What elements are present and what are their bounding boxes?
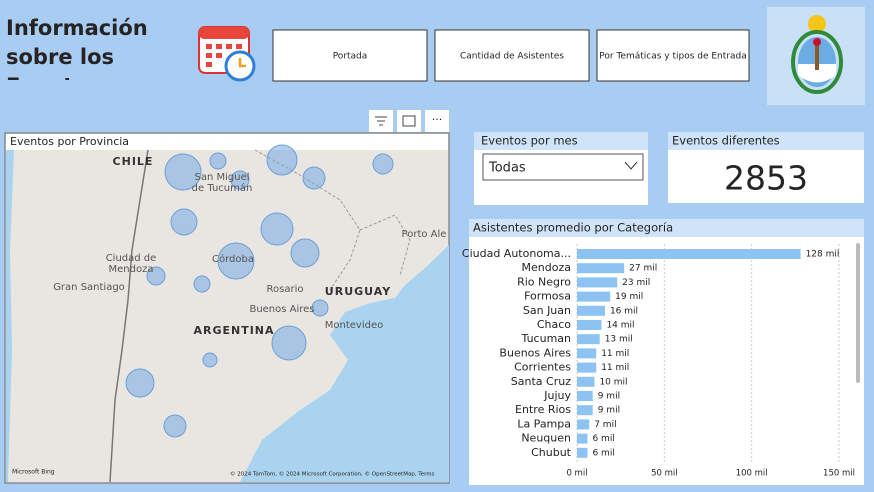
data-label: 6 mil [592, 448, 614, 458]
map-label: Ciudad de [106, 253, 157, 264]
bar [577, 348, 597, 359]
y-tick-label: Formosa [524, 290, 571, 303]
y-tick-label: Buenos Aires [499, 346, 571, 359]
y-tick-label: Entre Rios [515, 403, 571, 416]
bar [577, 320, 602, 330]
data-label: 11 mil [601, 349, 629, 359]
x-tick-label: 0 mil [566, 469, 587, 479]
card: Eventos diferentes 2853 [668, 132, 864, 203]
more-button[interactable] [425, 110, 449, 132]
data-label: 19 mil [615, 292, 643, 302]
nav-label[interactable]: Por Temáticas y tipos de Entrada [599, 52, 746, 62]
bar [577, 405, 593, 416]
y-tick-label: Tucuman [521, 332, 571, 345]
bar [577, 391, 593, 401]
pacific [6, 150, 14, 482]
coat-of-arms [767, 7, 865, 105]
nav-button[interactable] [272, 29, 428, 82]
dropdown-arrow [624, 161, 638, 170]
calendar-icon [198, 26, 256, 82]
x-tick-label: 50 mil [651, 469, 678, 479]
focus-button[interactable] [397, 110, 421, 132]
x-tick-label: 100 mil [736, 469, 768, 479]
data-label: 10 mil [599, 377, 627, 387]
bar [577, 447, 588, 458]
nav-buttons: Portada Cantidad de Asistentes Por Temát… [272, 29, 750, 82]
map-label: CHILE [113, 155, 154, 168]
x-tick-label: 150 mil [823, 469, 855, 479]
map-label: URUGUAY [325, 285, 391, 298]
bar [577, 334, 600, 345]
chart-title: Asistentes promedio por Categoría [473, 221, 673, 235]
map-brand: Microsoft Bing [12, 469, 55, 476]
data-label: 14 mil [606, 321, 634, 331]
y-tick-label: La Pampa [517, 417, 571, 430]
y-tick-label: Santa Cruz [511, 375, 571, 388]
more-dots: ··· [432, 113, 443, 126]
bar [577, 249, 801, 259]
map-label: Córdoba [212, 253, 254, 265]
nav-label[interactable]: Portada [333, 52, 368, 62]
atlantic [240, 245, 449, 482]
data-label: 16 mil [610, 306, 638, 316]
y-tick-label: Ciudad Autonoma... [462, 247, 571, 260]
map-label: Montevideo [325, 320, 383, 331]
data-label: 9 mil [598, 406, 620, 416]
bar [577, 305, 605, 316]
dropdown[interactable] [482, 153, 644, 181]
data-label: 9 mil [598, 392, 620, 402]
slicer: Eventos por mes Todas [474, 132, 648, 205]
nav-label[interactable]: Cantidad de Asistentes [460, 52, 564, 62]
data-label: 128 mil [806, 250, 840, 260]
map-attribution: © 2024 TomTom, © 2024 Microsoft Corporat… [230, 471, 435, 478]
y-tick-label: Chaco [537, 318, 571, 331]
chart-box [469, 219, 864, 485]
title-box: Información sobre los Eventos [6, 16, 148, 80]
bar [577, 362, 597, 373]
map-label: San Miguel [194, 172, 249, 183]
data-label: 11 mil [601, 363, 629, 373]
map-visual: Eventos por Provincia CHILE San Miguel d… [4, 132, 450, 484]
bar [577, 433, 588, 444]
y-tick-label: Neuquen [521, 432, 571, 445]
nav-button[interactable] [596, 29, 750, 82]
map-label: Gran Santiago [53, 282, 125, 293]
nav-button[interactable] [434, 29, 590, 82]
map-title: Eventos por Provincia [10, 135, 129, 148]
y-tick-label: Chubut [531, 446, 572, 459]
y-tick-label: Rio Negro [517, 275, 571, 288]
map-label: Porto Ale [402, 229, 447, 240]
dropdown-value[interactable]: Todas [488, 161, 526, 176]
bar [577, 291, 611, 302]
bar [577, 263, 625, 274]
card-value: 2853 [724, 159, 808, 198]
y-tick-label: Corrientes [514, 361, 571, 374]
map-label: Buenos Aires [249, 304, 314, 315]
page-title: Información sobre los Eventos [6, 16, 148, 80]
y-tick-label: San Juan [523, 304, 571, 317]
map-toolbar: ··· [369, 110, 449, 132]
data-label: 23 mil [622, 278, 650, 288]
slicer-title: Eventos por mes [481, 134, 578, 148]
data-label: 13 mil [605, 335, 633, 345]
scrollbar[interactable] [856, 243, 860, 383]
y-tick-label: Jujuy [543, 389, 571, 402]
bar [577, 419, 590, 430]
map-label: de Tucumán [192, 182, 253, 194]
data-label: 7 mil [594, 420, 616, 430]
y-tick-label: Mendoza [522, 261, 571, 274]
map-label: Mendoza [109, 264, 154, 275]
data-label: 6 mil [592, 434, 614, 444]
bar-chart: Asistentes promedio por Categoría 0 mil 5… [462, 219, 864, 485]
bar [577, 376, 595, 387]
data-label: 27 mil [629, 264, 657, 274]
bar [577, 277, 618, 288]
map-label: ARGENTINA [193, 324, 274, 337]
map-label: Rosario [267, 284, 304, 295]
card-title: Eventos diferentes [672, 134, 780, 148]
